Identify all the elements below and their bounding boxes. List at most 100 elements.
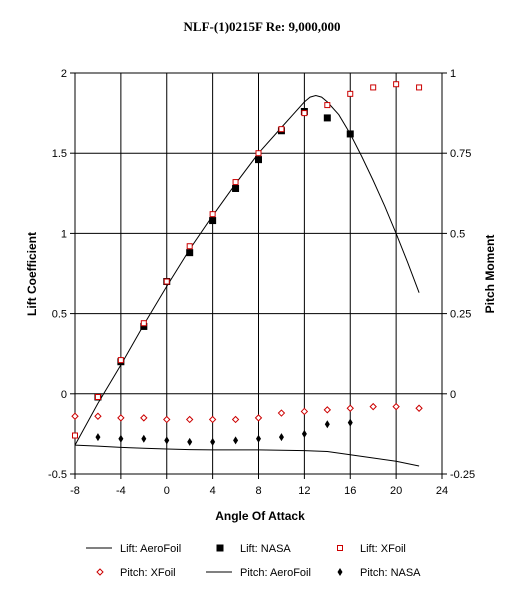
data-point-lift-nasa — [140, 322, 148, 330]
legend-label: Lift: NASA — [240, 543, 291, 555]
x-tick-label: 0 — [164, 485, 170, 497]
legend-item-lift-xfoil: Lift: XFoil — [337, 543, 406, 555]
data-point-pitch-nasa — [233, 436, 239, 445]
tick-labels: -8 -4 0 4 8 12 16 20 24 -0.5 0 0.5 1 1.5 2 -0.25 0 0.25 0.… — [48, 68, 475, 497]
data-point-pitch-xfoil — [140, 414, 148, 422]
data-point-lift-nasa — [186, 249, 194, 257]
data-point-pitch-xfoil — [369, 402, 377, 411]
series-line-lift-aerofoil — [74, 94, 420, 446]
y-right-tick-label: 1 — [450, 68, 456, 80]
series-pitch-aerofoil — [74, 444, 420, 467]
x-tick-label: 12 — [298, 485, 310, 497]
legend-label: Pitch: NASA — [360, 567, 421, 579]
data-point-pitch-nasa — [210, 437, 216, 446]
y-right-axis-title: Pitch Moment — [483, 235, 497, 314]
data-point-lift-nasa — [232, 184, 240, 192]
legend-swatch-marker — [96, 568, 104, 576]
y-right-tick-label: 0.5 — [450, 228, 465, 240]
data-point-pitch-xfoil — [94, 412, 102, 420]
data-point-lift-xfoil — [94, 394, 101, 401]
x-tick-label: 16 — [344, 485, 356, 497]
data-point-pitch-nasa — [278, 433, 284, 442]
legend-swatch-marker — [337, 568, 343, 576]
data-point-lift-xfoil — [117, 357, 124, 364]
series-pitch-xfoil — [71, 402, 423, 424]
data-point-pitch-xfoil — [392, 402, 400, 411]
legend-item-pitch-xfoil: Pitch: XFoil — [96, 567, 176, 579]
series-layer — [71, 81, 423, 467]
data-point-lift-xfoil — [163, 278, 170, 285]
data-point-lift-xfoil — [370, 84, 377, 91]
data-point-pitch-xfoil — [163, 415, 171, 424]
data-point-lift-xfoil — [186, 243, 193, 250]
y-left-tick-label: -0.5 — [48, 469, 67, 481]
data-point-lift-xfoil — [324, 102, 331, 109]
data-point-lift-nasa — [346, 130, 354, 138]
x-tick-label: 8 — [255, 485, 261, 497]
plot-frame — [74, 72, 443, 475]
legend-item-pitch-aerofoil: Pitch: AeroFoil — [206, 567, 311, 579]
x-tick-label: -8 — [70, 485, 80, 497]
y-right-tick-label: 0.75 — [450, 148, 471, 160]
data-point-lift-xfoil — [232, 179, 239, 186]
legend: Lift: AeroFoil Lift: NASA Lift: XFoil Pitch… — [86, 543, 421, 579]
y-right-tick-label: -0.25 — [450, 469, 475, 481]
chart-title: NLF-(1)0215F Re: 9,000,000 — [184, 19, 341, 34]
data-point-lift-nasa — [209, 217, 217, 225]
y-left-tick-label: 1.5 — [52, 148, 67, 160]
data-point-pitch-xfoil — [415, 404, 423, 412]
data-point-lift-nasa — [323, 114, 331, 122]
data-point-lift-xfoil — [72, 432, 78, 439]
data-point-pitch-xfoil — [346, 404, 354, 412]
data-point-pitch-xfoil — [277, 409, 286, 417]
data-point-pitch-nasa — [95, 433, 101, 442]
data-point-lift-xfoil — [255, 150, 262, 157]
data-point-pitch-nasa — [164, 436, 170, 445]
series-pitch-nasa — [95, 418, 353, 446]
x-tick-label: 24 — [436, 485, 448, 497]
legend-label: Lift: AeroFoil — [120, 543, 181, 555]
y-left-tick-label: 0.5 — [52, 309, 67, 321]
data-point-pitch-xfoil — [185, 415, 194, 424]
data-point-lift-xfoil — [347, 90, 354, 97]
data-point-pitch-xfoil — [231, 415, 240, 424]
series-lift-aerofoil — [74, 94, 420, 446]
y-left-tick-label: 0 — [61, 389, 67, 401]
data-point-lift-xfoil — [209, 211, 216, 218]
x-tick-label: 20 — [390, 485, 402, 497]
x-tick-label: 4 — [210, 485, 216, 497]
legend-item-pitch-nasa: Pitch: NASA — [337, 567, 421, 579]
legend-label: Pitch: XFoil — [120, 567, 176, 579]
data-point-pitch-nasa — [301, 429, 307, 438]
legend-swatch-marker — [337, 545, 343, 551]
data-point-pitch-xfoil — [323, 406, 332, 414]
data-point-pitch-xfoil — [208, 415, 217, 424]
y-right-tick-label: 0 — [450, 389, 456, 401]
series-lift-nasa — [94, 107, 354, 401]
data-point-lift-xfoil — [393, 81, 400, 88]
x-axis-title: Angle Of Attack — [215, 509, 305, 523]
legend-item-lift-nasa: Lift: NASA — [216, 543, 291, 555]
data-point-pitch-nasa — [347, 418, 353, 427]
series-lift-xfoil — [72, 81, 423, 439]
data-point-pitch-xfoil — [117, 414, 125, 422]
data-point-pitch-xfoil — [254, 414, 263, 422]
legend-swatch-marker — [216, 544, 224, 552]
data-point-lift-xfoil — [416, 84, 423, 91]
y-right-tick-label: 0.25 — [450, 309, 471, 321]
data-point-pitch-xfoil — [71, 412, 79, 420]
y-left-tick-label: 2 — [61, 68, 67, 80]
y-left-axis-title: Lift Coefficient — [25, 232, 39, 316]
data-point-lift-xfoil — [278, 126, 285, 133]
plot-area-border — [74, 72, 443, 475]
data-point-pitch-nasa — [187, 437, 193, 446]
legend-label: Pitch: AeroFoil — [240, 567, 311, 579]
x-tick-label: -4 — [116, 485, 126, 497]
data-point-lift-xfoil — [301, 110, 308, 117]
legend-item-lift-aerofoil: Lift: AeroFoil — [86, 543, 181, 555]
data-point-pitch-nasa — [256, 434, 261, 443]
data-point-pitch-nasa — [118, 434, 124, 443]
data-point-lift-nasa — [255, 156, 262, 164]
